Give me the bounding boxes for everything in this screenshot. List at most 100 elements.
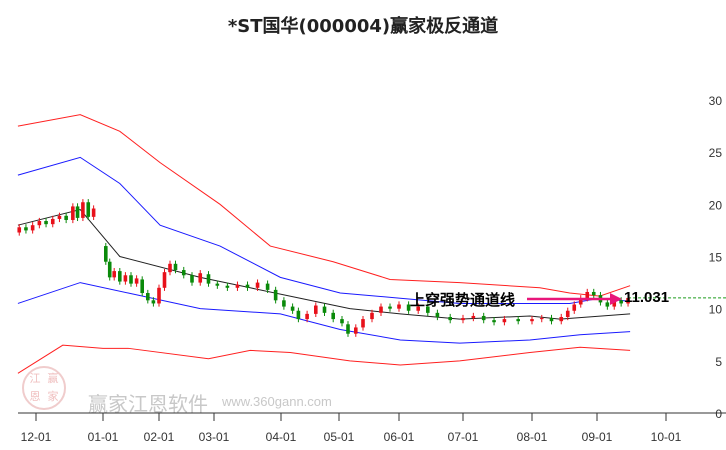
candle-body <box>255 282 260 288</box>
candle-body <box>296 310 301 320</box>
candle-body <box>129 275 133 284</box>
seal-char: 家 <box>47 391 59 403</box>
candle-body <box>273 289 278 301</box>
chart-title: *ST国华(000004)赢家极反通道 <box>227 16 499 37</box>
candle-body <box>265 283 270 290</box>
candle-body <box>492 320 496 323</box>
candle-body <box>559 317 564 322</box>
y-tick-label: 30 <box>709 94 723 108</box>
candle-body <box>168 263 172 273</box>
annotation-value: 11.031 <box>624 289 670 306</box>
candle-body <box>565 310 570 318</box>
watermark-url: www.360gann.com <box>222 394 332 409</box>
annotation-label: 上穿强势通道线 <box>410 291 516 309</box>
y-tick-label: 15 <box>709 251 723 265</box>
candle-body <box>591 291 596 296</box>
x-tick-label: 05-01 <box>324 430 355 444</box>
line-red-upper <box>17 114 631 297</box>
candle-body <box>64 215 68 220</box>
candle-body <box>112 271 116 278</box>
candle-body <box>17 227 22 233</box>
candle-body <box>140 279 144 294</box>
candle-body <box>134 278 139 284</box>
x-tick-label: 07-01 <box>448 430 479 444</box>
x-tick-label: 02-01 <box>144 430 175 444</box>
candle-body <box>198 273 203 283</box>
candle-body <box>388 306 392 309</box>
watermark-seal: 江赢恩家 <box>22 366 66 410</box>
candle-body <box>181 270 186 276</box>
candle-body <box>578 298 583 305</box>
y-tick-label: 25 <box>709 146 723 160</box>
candle-body <box>151 300 156 304</box>
candle-body <box>322 306 327 313</box>
candle-body <box>346 324 350 334</box>
candle-body <box>314 305 318 314</box>
candle-body <box>30 225 35 231</box>
candle-body <box>481 315 486 321</box>
y-tick-label: 10 <box>709 303 723 317</box>
candle-body <box>44 221 48 225</box>
candle-body <box>626 297 630 304</box>
candle-body <box>572 304 577 311</box>
candle-body <box>118 271 122 282</box>
candle-body <box>107 261 112 278</box>
candle-body <box>585 291 590 299</box>
candle-body <box>225 285 230 288</box>
candle-body <box>245 284 250 288</box>
candle-body <box>71 206 75 220</box>
candle-body <box>340 319 344 324</box>
candle-body <box>426 306 430 313</box>
candle-body <box>173 263 178 271</box>
candle-body <box>282 300 286 307</box>
candle-body <box>290 306 295 311</box>
candle-body <box>379 306 383 313</box>
candle-body <box>146 293 150 301</box>
x-tick-label: 06-01 <box>384 430 415 444</box>
arrow-head-icon <box>610 293 622 305</box>
x-tick-label: 12-01 <box>21 430 52 444</box>
line-blue-lower <box>17 282 631 344</box>
candle-body <box>57 215 62 219</box>
candle-body <box>37 221 42 226</box>
candle-body <box>471 315 476 319</box>
candle-body <box>549 318 554 322</box>
candle-body <box>206 274 211 284</box>
x-tick-label: 08-01 <box>517 430 548 444</box>
y-tick-label: 5 <box>715 355 722 369</box>
candle-body <box>448 317 452 321</box>
candle-body <box>406 304 411 311</box>
seal-char: 恩 <box>29 391 41 403</box>
x-tick-label: 01-01 <box>88 430 119 444</box>
candle-body <box>24 227 28 231</box>
seal-char: 赢 <box>47 373 59 385</box>
candle-body <box>331 312 335 320</box>
candle-body <box>619 300 623 304</box>
candle-body <box>416 306 420 311</box>
candle-body <box>81 202 85 218</box>
candle-body <box>162 272 167 288</box>
line-red-lower <box>17 344 631 374</box>
candle-body <box>530 319 534 322</box>
candle-body <box>50 218 55 225</box>
candle-body <box>215 283 220 286</box>
candle-body <box>516 319 520 322</box>
candle-body <box>605 302 610 307</box>
x-tick-label: 03-01 <box>199 430 230 444</box>
y-tick-label: 0 <box>715 407 722 421</box>
x-tick-label: 04-01 <box>266 430 297 444</box>
watermark-brand: 赢家江恩软件 <box>88 394 208 416</box>
candle-body <box>612 300 617 307</box>
candle-body <box>157 287 161 304</box>
candle-body <box>361 319 365 328</box>
x-tick-label: 09-01 <box>582 430 613 444</box>
seal-char: 江 <box>29 373 41 385</box>
candle-body <box>123 275 128 282</box>
candle-body <box>370 312 374 320</box>
candle-body <box>104 246 108 262</box>
candle-body <box>305 313 309 320</box>
candle-body <box>435 312 440 318</box>
candle-body <box>354 327 358 334</box>
candle-body <box>461 318 465 321</box>
